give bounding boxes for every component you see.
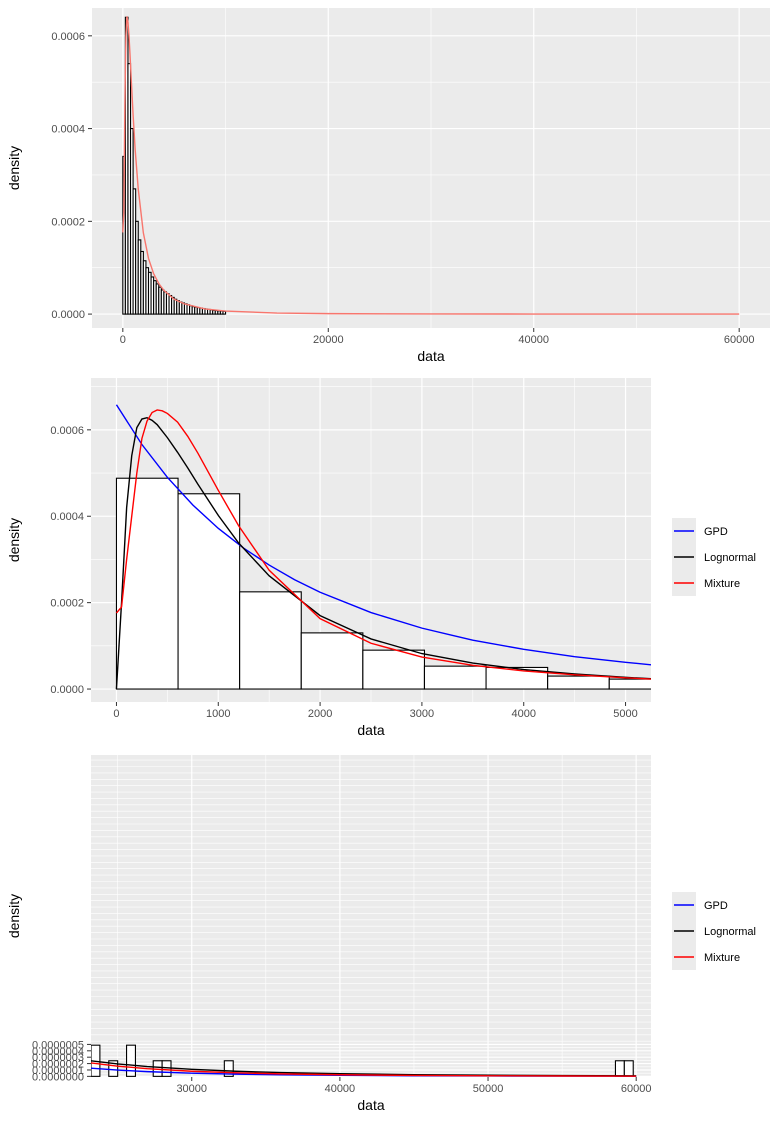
panel-2-density-lines — [115, 404, 651, 690]
panel-3-y-tick-label: 0.0000001 — [32, 1065, 84, 1077]
panel-2-x-tick-label: 0 — [113, 708, 119, 720]
panel-2-x-tick-label: 1000 — [206, 708, 230, 720]
panel-3-legend: GPD Lognormal Mixture — [672, 892, 756, 970]
panel-2-x-tick-label: 2000 — [308, 708, 332, 720]
panel-3: 30000 40000 50000 600000.00000000.00000010.… — [6, 755, 756, 1113]
panel-3-y-tick-label: 0.0000000 — [32, 1071, 84, 1083]
panel-2-x-tick-label: 4000 — [511, 708, 535, 720]
panel-3-density-lines — [91, 1060, 637, 1077]
panel-2-bar — [362, 649, 426, 690]
panel-1-x-axis-title: data — [417, 348, 444, 364]
panel-3-legend-label: Mixture — [704, 952, 740, 964]
panel-2-line-mixture — [115, 409, 651, 680]
panel-2-legend-label: Lognormal — [704, 552, 756, 564]
panel-2-x-axis-title: data — [357, 722, 384, 738]
panel-3-y-tick-label: 0.0000004 — [32, 1046, 84, 1058]
panel-3-background — [91, 755, 651, 1077]
panel-3-y-tick-label: 0.0000003 — [32, 1052, 84, 1064]
panel-3-bar — [108, 1060, 119, 1077]
panel-1-x-tick-label: 20000 — [313, 334, 344, 346]
panel-3-y-tick-label: 0.0000002 — [32, 1059, 84, 1071]
panel-2-y-tick-label: 0.0006 — [50, 425, 84, 437]
panel-3-bar — [223, 1060, 234, 1077]
panel-1-x-tick-label: 0 — [120, 334, 126, 346]
panel-1-x-tick-label: 40000 — [518, 334, 549, 346]
panel-2-line-gpd — [115, 404, 651, 666]
panel-3-bar — [623, 1060, 634, 1077]
panel-3-x-tick-label: 60000 — [621, 1083, 652, 1095]
panel-2-line-lognormal — [115, 416, 651, 690]
panel-2-bar — [239, 591, 302, 690]
panel-2-bar — [300, 632, 364, 690]
panel-2-x-tick-label: 3000 — [410, 708, 434, 720]
panel-2-bar — [608, 678, 651, 690]
panel-1-y-tick-label: 0.0000 — [51, 309, 85, 321]
panel-2-bar — [177, 493, 241, 690]
panel-3-legend-label: Lognormal — [704, 926, 756, 938]
panel-3-y-axis-title: density — [6, 894, 22, 938]
panel-2-legend-label: Mixture — [704, 578, 740, 590]
panel-1-y-tick-label: 0.0006 — [51, 31, 85, 43]
panel-1-line-mixture — [122, 16, 740, 315]
panel-3-x-tick-label: 40000 — [325, 1083, 356, 1095]
panel-3-bar — [614, 1060, 625, 1077]
panel-1-histogram — [122, 16, 227, 315]
panel-2-bar — [115, 477, 179, 690]
panel-2-x-tick-label: 5000 — [613, 708, 637, 720]
panel-2-y-tick-label: 0.0002 — [50, 598, 84, 610]
panel-1-y-tick-label: 0.0002 — [51, 216, 85, 228]
panel-3-x-tick-label: 50000 — [473, 1083, 504, 1095]
panel-2-histogram — [115, 477, 651, 690]
panel-1-x-tick-label: 60000 — [724, 334, 755, 346]
panel-2-y-tick-label: 0.0004 — [50, 511, 84, 523]
panel-3-bar — [126, 1044, 136, 1077]
panel-2-y-tick-label: 0.0000 — [50, 684, 84, 696]
panel-1: 0 20000 40000 60000 0.0000 0.0002 0.0004 0.0006… — [6, 8, 770, 364]
panel-1-y-tick-label: 0.0004 — [51, 124, 85, 136]
panel-3-x-axis-title: data — [357, 1097, 384, 1113]
panel-2-y-axis-title: density — [6, 518, 22, 562]
panel-3-legend-label: GPD — [704, 900, 728, 912]
panel-1-density-lines — [122, 16, 740, 315]
panel-2-bar — [547, 675, 610, 690]
panel-2-legend-label: GPD — [704, 526, 728, 538]
panel-2: 0 1000 2000 3000 4000 5000 0.0000 0.0002 0.0004 0… — [6, 378, 756, 738]
panel-3-x-tick-label: 30000 — [176, 1083, 207, 1095]
panel-3-y-tick-label: 0.0000005 — [32, 1039, 84, 1051]
panel-3-line-mixture — [91, 1062, 637, 1077]
panel-2-legend: GPD Lognormal Mixture — [672, 518, 756, 596]
panel-1-y-axis-title: density — [6, 146, 22, 190]
panel-2-bar — [423, 665, 487, 690]
